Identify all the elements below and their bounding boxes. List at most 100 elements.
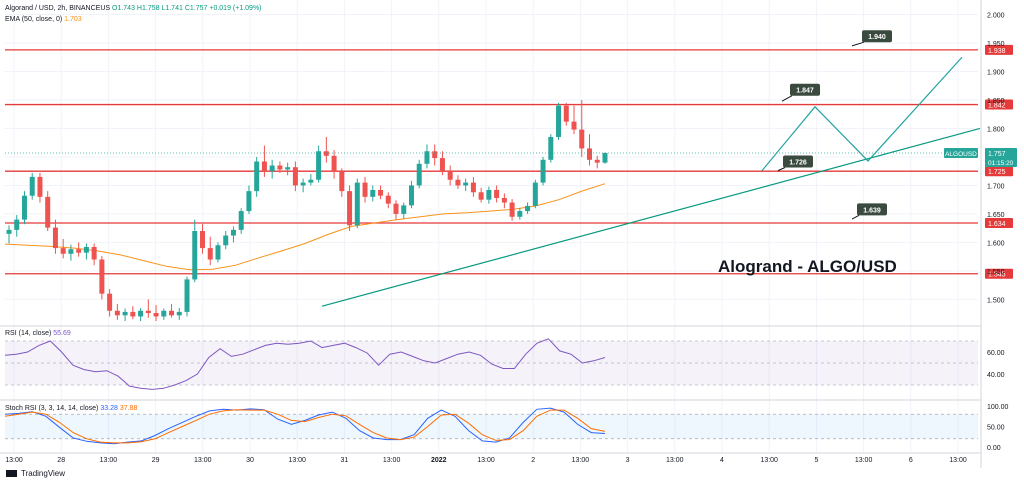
- candle-body: [408, 185, 414, 206]
- candle-body: [494, 189, 500, 198]
- candle-body: [83, 246, 89, 253]
- annotation-title: Alogrand - ALGO/USD: [718, 257, 897, 276]
- stoch-legend: Stoch RSI (3, 3, 14, 14, close) 33.28 37…: [5, 404, 137, 414]
- candle-body: [331, 155, 337, 172]
- level-label: 1.545: [988, 272, 1006, 279]
- candle-body: [45, 196, 51, 228]
- candle-body: [184, 279, 190, 312]
- time-tick-label: 2022: [431, 457, 447, 464]
- candle-body: [52, 227, 58, 249]
- candle-body: [447, 171, 453, 180]
- time-tick-label: 13:00: [5, 457, 23, 464]
- candle-body: [556, 105, 562, 138]
- price-grid: [5, 0, 978, 452]
- ohlc-low: L1.741: [161, 5, 183, 12]
- countdown-label: 01:15:20: [988, 160, 1014, 167]
- time-tick-label: 31: [341, 457, 349, 464]
- trendlines[interactable]: [321, 56, 981, 307]
- price-tick-label: 2.000: [987, 13, 1005, 20]
- callout-pointer: [851, 214, 860, 220]
- candle-body: [230, 229, 236, 236]
- candle-body: [29, 176, 35, 196]
- candle-body: [323, 151, 329, 156]
- candle-body: [455, 179, 461, 186]
- candle-body: [563, 105, 569, 122]
- callout-label: 1.847: [796, 88, 814, 95]
- price-tick-label: 1.500: [987, 297, 1005, 304]
- callout-pointer: [851, 41, 865, 47]
- candle-body: [439, 158, 445, 172]
- candle-body: [316, 151, 322, 180]
- time-tick-label: 13:00: [855, 457, 873, 464]
- candle-body: [122, 311, 128, 316]
- candle-body: [517, 211, 523, 217]
- stoch-tick-label: 0.00: [987, 445, 1001, 452]
- candle-body: [130, 311, 136, 317]
- rsi-tick-label: 60.00: [987, 350, 1005, 357]
- candle-body: [37, 176, 43, 197]
- ohlc-high: H1.758: [136, 5, 160, 12]
- stoch-rsi-pane: 100.00 50.00 0.00: [4, 404, 1009, 452]
- level-label-box: [985, 44, 1013, 55]
- projection-path: [761, 56, 963, 172]
- candle-body: [269, 165, 275, 172]
- candle-body: [602, 152, 608, 163]
- candle-body: [14, 219, 20, 230]
- stoch-d-value: 37.88: [119, 405, 138, 412]
- candle-body: [6, 229, 12, 234]
- price-tick-label: 1.850: [987, 98, 1005, 105]
- rsi-legend: RSI (14, close) 55.69: [5, 329, 71, 339]
- candle-body: [200, 231, 205, 249]
- candle-body: [215, 245, 221, 260]
- candle-body: [362, 182, 368, 197]
- price-tick-label: 1.900: [987, 70, 1005, 77]
- candle-body: [501, 197, 507, 203]
- stoch-k-value: 33.28: [100, 405, 118, 412]
- tradingview-logo[interactable]: TradingView: [6, 469, 65, 478]
- time-tick-label: 13:00: [477, 457, 495, 464]
- callout-box: [857, 203, 887, 216]
- time-tick-label: 13:00: [760, 457, 778, 464]
- level-label-box: [985, 268, 1013, 279]
- candle-body: [486, 189, 492, 200]
- current-symbol: ALGOUSD: [945, 151, 977, 158]
- time-tick-label: 13:00: [949, 457, 967, 464]
- candle-body: [532, 182, 538, 206]
- candle-body: [207, 248, 213, 260]
- callout-box: [862, 30, 892, 43]
- callout-label: 1.639: [863, 207, 881, 214]
- time-tick-label: 2: [531, 457, 535, 464]
- time-tick-label: 13:00: [666, 457, 684, 464]
- ema-label[interactable]: EMA (50, close, 0): [5, 16, 63, 23]
- candle-body: [277, 165, 283, 170]
- symbol-label[interactable]: Algorand / USD, 2h, BINANCEUS: [5, 5, 111, 12]
- level-label-box: [985, 218, 1013, 229]
- time-tick-label: 4: [720, 457, 724, 464]
- time-tick-label: 13:00: [100, 457, 118, 464]
- candle-body: [401, 205, 407, 214]
- candle-body: [478, 192, 484, 200]
- price-tick-label: 1.700: [987, 183, 1005, 190]
- candle-body: [300, 182, 306, 186]
- time-tick-label: 30: [246, 457, 254, 464]
- time-tick-label: 13:00: [288, 457, 306, 464]
- stoch-label[interactable]: Stoch RSI (3, 3, 14, 14, close): [5, 405, 99, 412]
- level-label: 1.634: [988, 221, 1006, 228]
- callout-box: [790, 83, 820, 96]
- time-tick-label: 6: [909, 457, 913, 464]
- horizontal-levels[interactable]: 1.938 1.842 1.725 1.634 1.545: [5, 44, 1013, 279]
- level-label-box: [985, 166, 1013, 177]
- candle-body: [161, 310, 167, 317]
- price-tick-label: 1.550: [987, 269, 1005, 276]
- candle-body: [463, 182, 469, 186]
- candle-body: [138, 310, 144, 317]
- rsi-label[interactable]: RSI (14, close): [5, 330, 52, 337]
- candle-body: [292, 167, 298, 186]
- ohlc-open: O1.743: [112, 5, 135, 12]
- candle-body: [91, 246, 97, 260]
- candle-body: [378, 189, 384, 196]
- stoch-d-line: [4, 409, 606, 444]
- time-tick-label: 13:00: [383, 457, 401, 464]
- price-tick-label: 1.950: [987, 41, 1005, 48]
